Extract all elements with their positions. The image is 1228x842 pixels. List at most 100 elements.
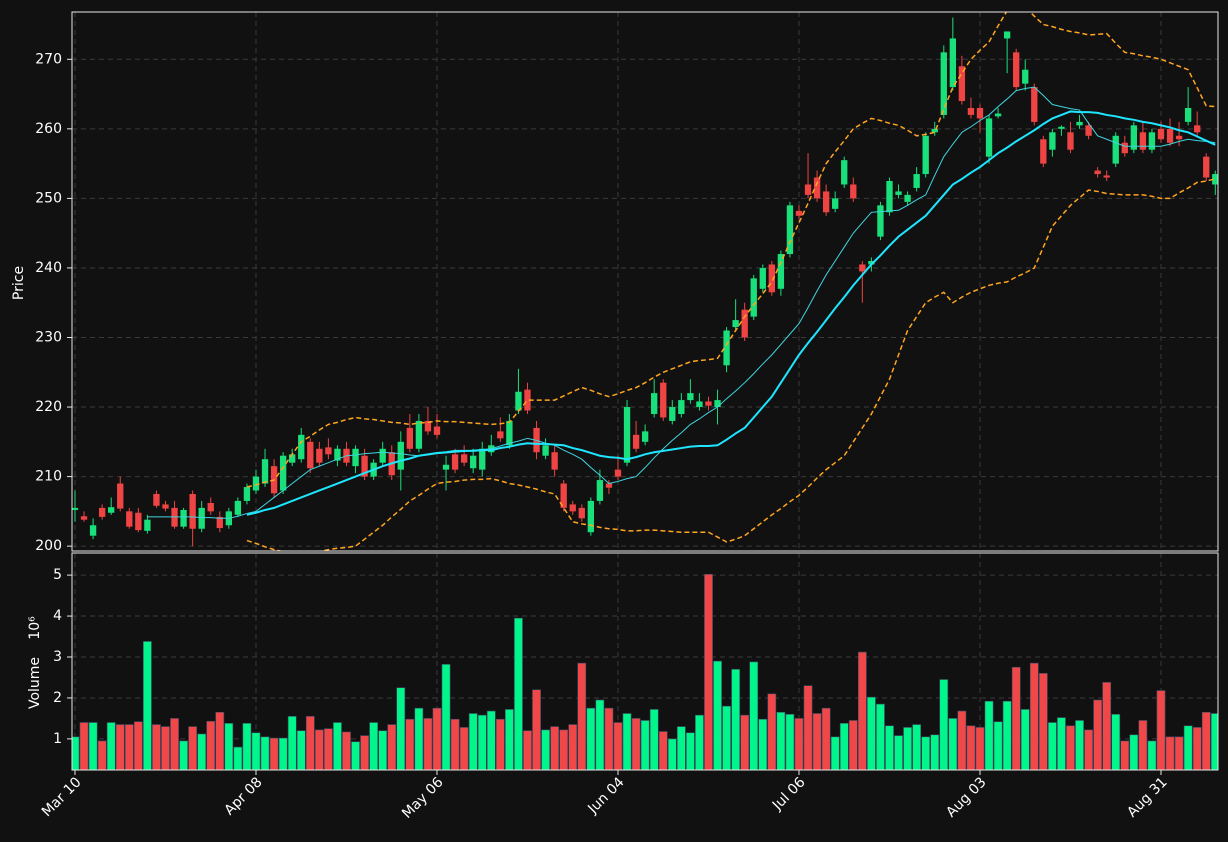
volume-bar [459, 727, 469, 770]
candle-body [216, 516, 223, 529]
candle-body [596, 480, 604, 501]
price-frame [71, 11, 1219, 552]
candle-body [433, 426, 441, 435]
volume-bar [133, 721, 143, 770]
y-tick-label: 220 [35, 399, 62, 415]
candle-body [705, 401, 712, 406]
volume-bar [894, 735, 903, 770]
volume-bar [369, 722, 379, 770]
y-tick-label: 250 [35, 190, 62, 206]
candle-body [1148, 132, 1156, 150]
candle-body [298, 434, 305, 460]
candle-body [1094, 170, 1101, 175]
volume-bar [179, 740, 188, 770]
candle-body [669, 407, 676, 421]
volume-bar [269, 737, 279, 770]
candle-body [98, 507, 106, 517]
volume-bar [1192, 727, 1202, 770]
candle-body [1175, 135, 1183, 140]
candle-body [72, 507, 79, 510]
volume-bar [242, 723, 252, 770]
candle-body [994, 113, 1002, 117]
candle-body [451, 454, 459, 470]
volume-bar [975, 727, 985, 770]
candle-body [841, 160, 848, 185]
volume-frame [71, 552, 1219, 771]
candle-body [578, 507, 585, 519]
volume-bar [758, 718, 768, 770]
volume-bar [631, 718, 641, 770]
volume-bar [839, 723, 849, 770]
volume-bar [251, 732, 261, 770]
candle-body [868, 260, 875, 265]
volume-bar [1111, 714, 1121, 770]
volume-bar [921, 736, 931, 770]
candle-body [931, 128, 938, 133]
y-tick-label: 260 [35, 121, 62, 137]
candle-body [1112, 135, 1119, 164]
candle-body [1157, 128, 1165, 140]
candle-body [877, 205, 884, 237]
volume-bar [79, 722, 89, 770]
candle-body [741, 309, 748, 338]
candle-body [234, 500, 242, 515]
volume-bar [1093, 699, 1103, 770]
volume-bar [260, 736, 270, 770]
candle-body [723, 330, 730, 366]
candle-body [243, 487, 251, 501]
indicator-line [246, 110, 1216, 516]
candle-body [795, 210, 803, 216]
volume-bar [695, 714, 704, 770]
volume-bar [477, 714, 487, 770]
candle-body [940, 52, 947, 115]
candle-body [89, 525, 97, 536]
volume-bar [1147, 740, 1157, 770]
volume-bar [821, 707, 831, 770]
candle-body [515, 391, 522, 411]
volume-bar [1020, 709, 1030, 770]
volume-bar [568, 724, 578, 770]
candle-body [1067, 132, 1074, 150]
candle-body [252, 476, 260, 491]
candle-body [506, 420, 513, 446]
volume-bar [287, 716, 297, 770]
candle-body [949, 38, 957, 88]
candle-body [135, 512, 142, 531]
volume-bar [278, 737, 288, 770]
volume-bar [1048, 722, 1057, 770]
volume-bar [577, 662, 587, 770]
candle-body [859, 264, 866, 272]
indicator-line [246, 12, 1216, 488]
candle-body [1166, 128, 1174, 143]
candle-body [895, 191, 902, 195]
volume-bar [1066, 725, 1075, 770]
volume-bar [586, 707, 596, 770]
price-plot [72, 12, 1218, 551]
volume-bar [1029, 662, 1039, 770]
volume-bar [767, 693, 777, 770]
volume-bar [324, 728, 333, 770]
volume-bar [360, 735, 369, 770]
candle-body [1121, 142, 1128, 154]
volume-bar [450, 718, 460, 770]
candle-body [750, 278, 757, 317]
volume-bar [296, 730, 306, 770]
volume-bar [152, 724, 161, 770]
volume-bar [1156, 690, 1166, 770]
volume-bar [432, 707, 442, 770]
candle-body [207, 503, 214, 512]
volume-bar [423, 718, 433, 770]
candle-body [542, 445, 549, 456]
candle-body [614, 469, 622, 477]
volume-bar [1084, 729, 1093, 770]
volume-bar [206, 720, 216, 770]
volume-bar [640, 720, 650, 770]
volume-bar [848, 720, 858, 770]
volume-bar [1201, 711, 1211, 770]
volume-bar [1165, 736, 1175, 770]
volume-bar [957, 710, 967, 770]
candle-body [406, 427, 414, 449]
volume-bar [514, 617, 523, 770]
volume-bar [523, 730, 532, 770]
volume-bar [595, 699, 605, 770]
